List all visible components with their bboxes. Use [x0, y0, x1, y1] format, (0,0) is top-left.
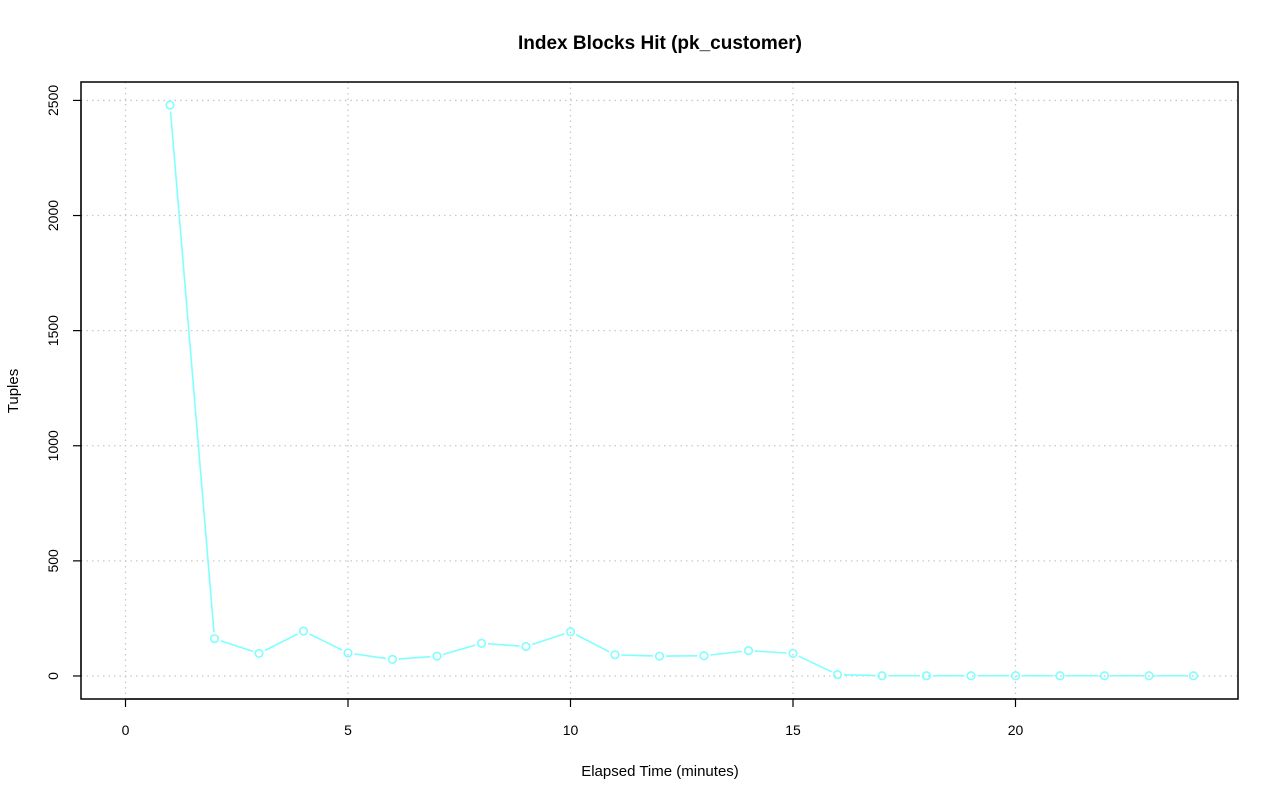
- series-line-segment: [531, 633, 565, 646]
- data-point: [743, 646, 754, 656]
- data-point: [1188, 671, 1199, 681]
- data-point: [654, 651, 665, 661]
- data-point: [610, 650, 620, 660]
- series-line-segment: [169, 111, 215, 633]
- series-line-segment: [843, 673, 876, 677]
- data-point: [788, 648, 798, 659]
- series-layer: [165, 100, 1199, 681]
- data-point: [832, 669, 843, 680]
- data-series: [165, 100, 1199, 681]
- series-line-segment: [354, 653, 387, 660]
- data-point: [209, 634, 220, 644]
- grid-layer: [81, 82, 1238, 699]
- data-point: [921, 671, 932, 681]
- plot-frame: [80, 81, 1239, 700]
- data-point: [1144, 671, 1154, 681]
- series-line-segment: [220, 639, 254, 653]
- data-point: [1010, 671, 1021, 681]
- chart-title: Index Blocks Hit (pk_customer): [518, 33, 802, 54]
- data-point: [254, 648, 264, 659]
- series-line-segment: [621, 654, 654, 657]
- data-point: [966, 671, 976, 681]
- series-line-segment: [487, 642, 520, 647]
- series-line-segment: [754, 650, 787, 654]
- series-line-segment: [264, 633, 299, 652]
- x-tick-label: 20: [1008, 722, 1024, 738]
- data-point: [877, 671, 887, 681]
- data-point: [521, 641, 531, 652]
- data-point: [432, 651, 442, 661]
- data-point: [565, 627, 576, 637]
- data-point: [165, 100, 175, 110]
- y-tick-label: 2500: [45, 85, 61, 116]
- data-point: [699, 651, 709, 661]
- data-point: [1055, 671, 1065, 681]
- data-point: [298, 626, 309, 636]
- series-line-segment: [798, 655, 832, 673]
- y-tick-label: 2000: [45, 200, 61, 231]
- x-tick-label: 0: [122, 722, 130, 738]
- y-tick-label: 1000: [45, 430, 61, 461]
- x-axis-label: Elapsed Time (minutes): [581, 763, 739, 780]
- series-line-segment: [443, 644, 476, 656]
- series-line-segment: [710, 650, 743, 656]
- y-tick-label: 500: [45, 549, 61, 573]
- x-tick-label: 10: [563, 722, 579, 738]
- data-point: [343, 648, 353, 658]
- y-tick-label: 1500: [45, 315, 61, 346]
- series-line-segment: [308, 633, 343, 651]
- data-point: [476, 638, 487, 648]
- x-tick-label: 5: [344, 722, 352, 738]
- series-line-segment: [575, 634, 610, 653]
- x-tick-label: 15: [785, 722, 801, 738]
- y-tick-label: 0: [45, 672, 61, 680]
- series-line-segment: [398, 655, 431, 660]
- data-point: [1099, 671, 1110, 681]
- data-point: [387, 654, 398, 665]
- y-axis-label: Tuples: [5, 369, 22, 413]
- axis-layer: 0 5 10 15 20 0 500 1000 1500 2000 2500: [45, 85, 1023, 738]
